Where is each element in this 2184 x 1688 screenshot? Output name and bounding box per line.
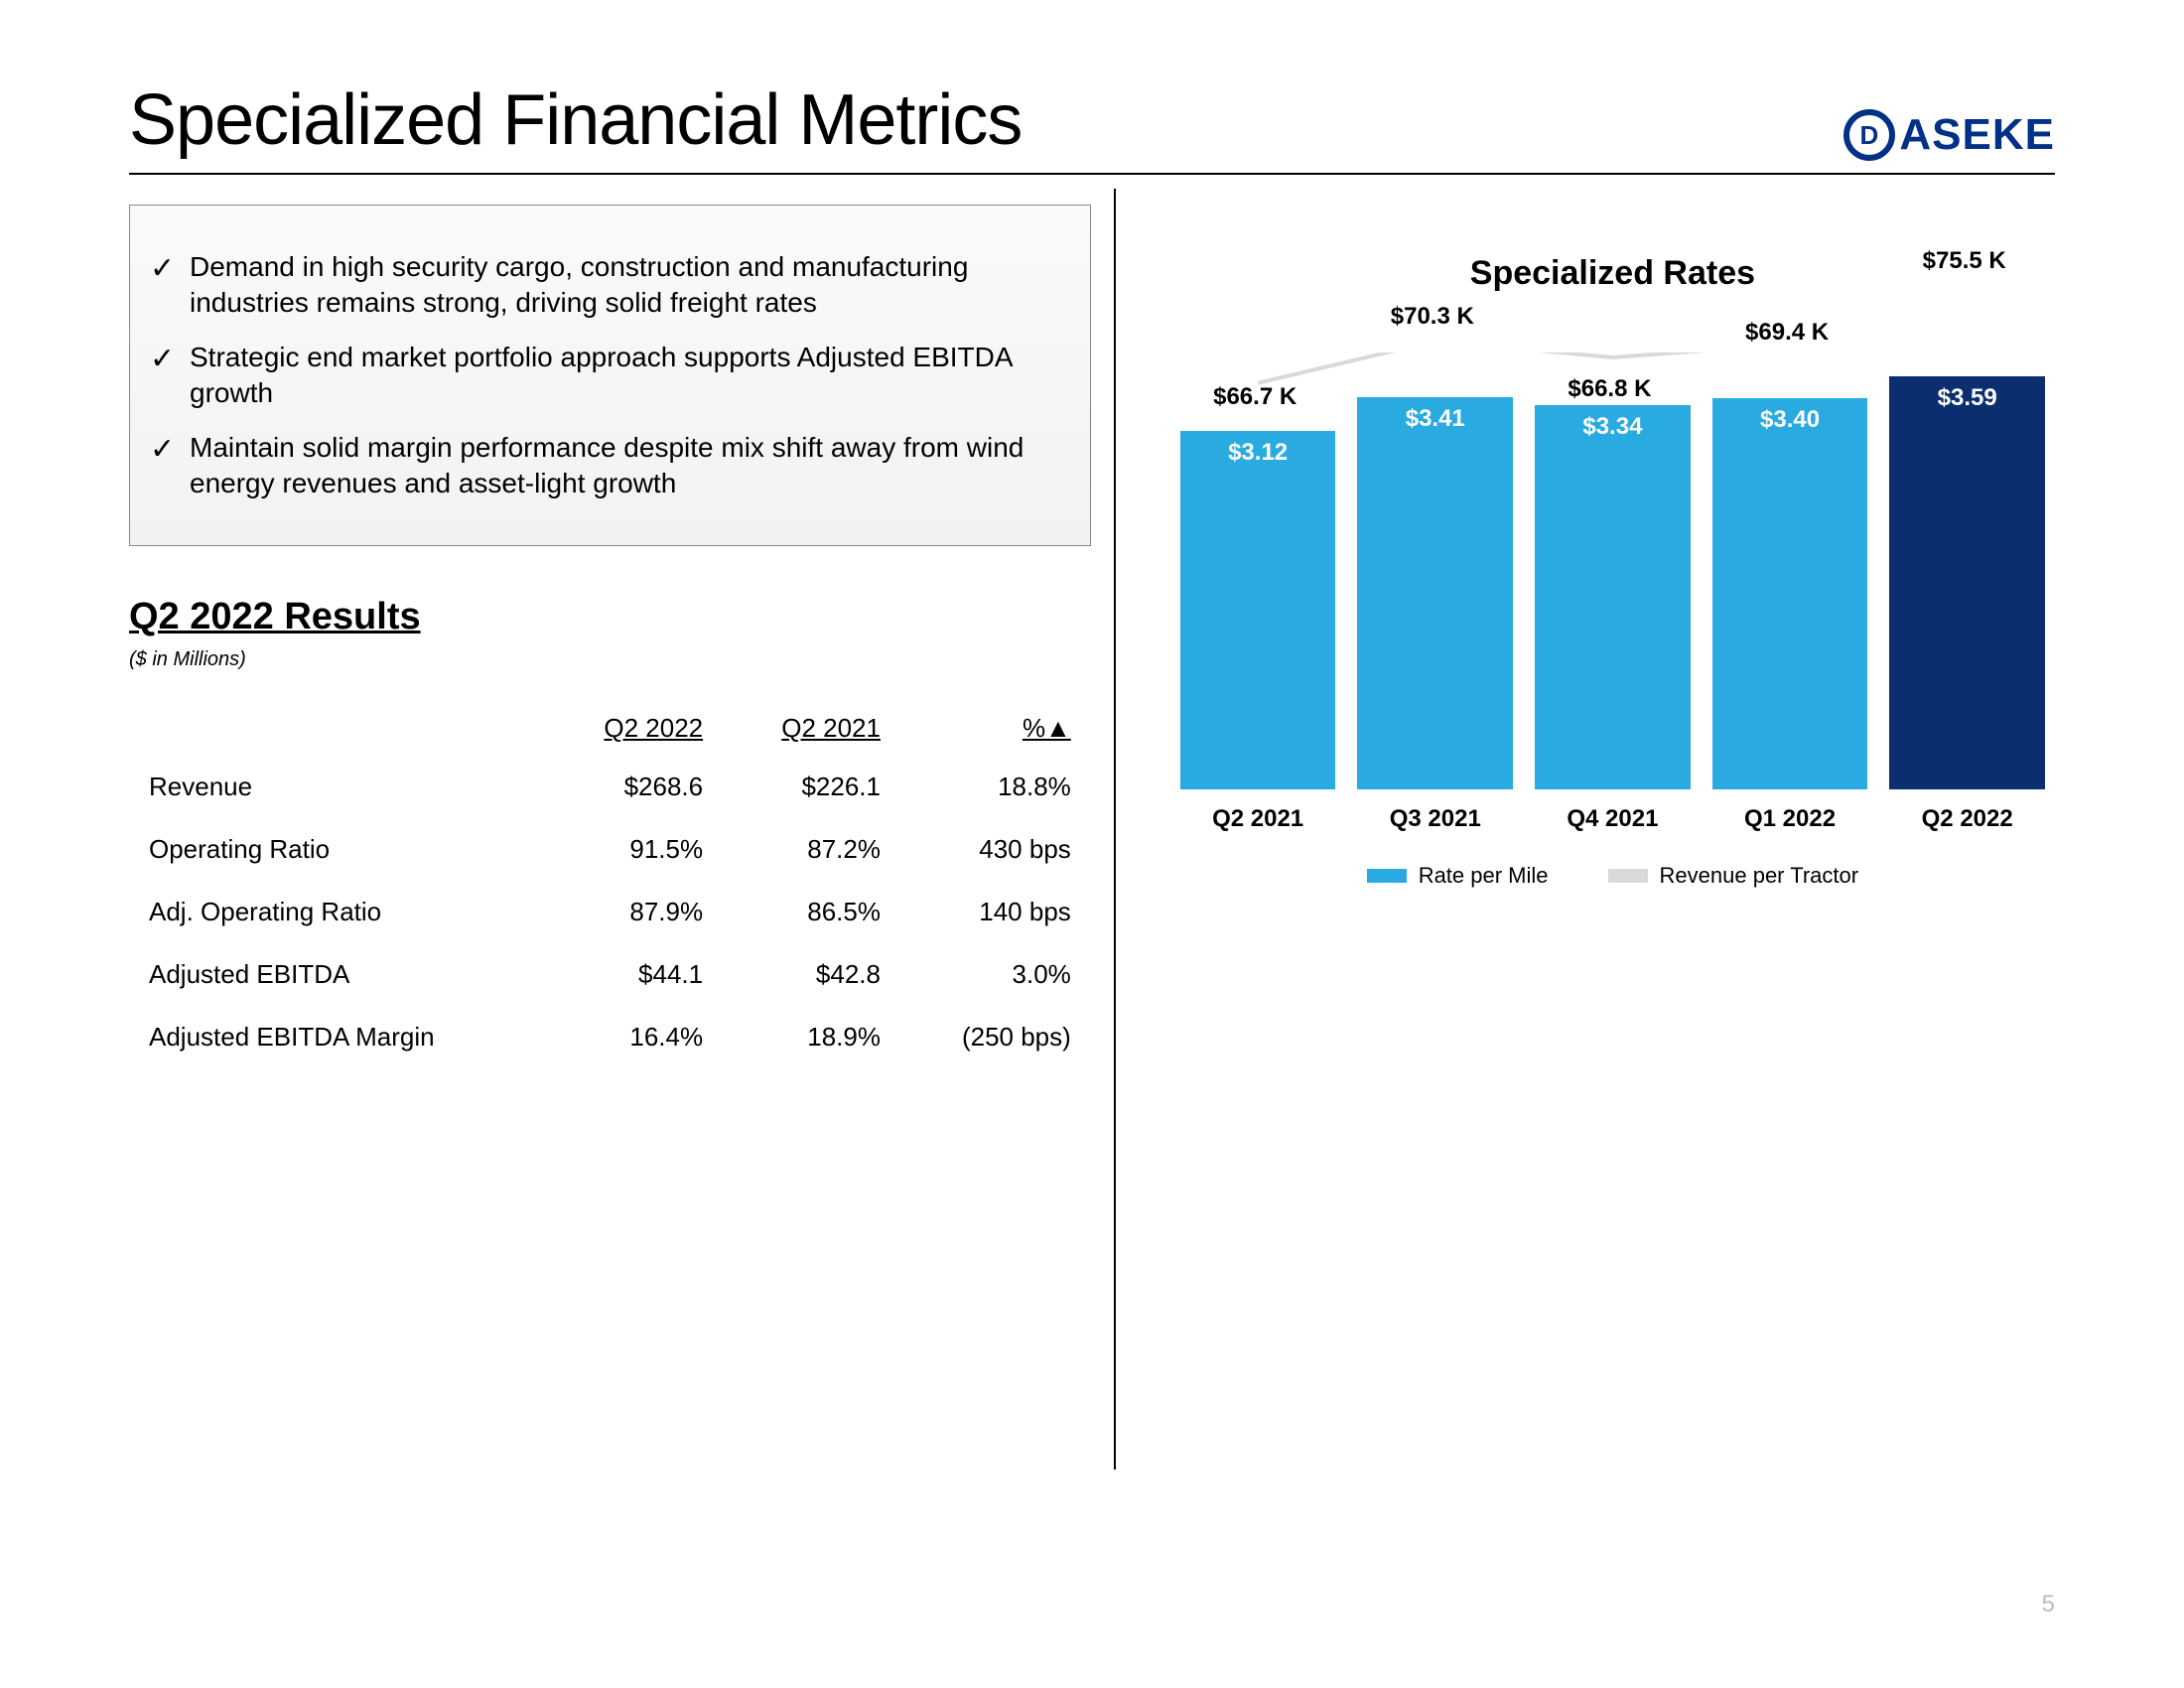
check-icon: ✓ (150, 340, 190, 378)
results-title: Q2 2022 Results (129, 596, 1091, 638)
bar: $3.12 (1180, 431, 1336, 789)
bar-value-label: $3.59 (1938, 376, 1997, 412)
table-cell: 87.9% (545, 881, 723, 943)
highlights-box: ✓ Demand in high security cargo, constru… (129, 205, 1091, 546)
table-cell: $226.1 (723, 756, 900, 818)
x-axis-label: Q3 2021 (1357, 805, 1513, 833)
bullet-item: ✓ Maintain solid margin performance desp… (150, 430, 1060, 502)
legend-rate-per-mile: Rate per Mile (1367, 863, 1549, 889)
table-row: Operating Ratio91.5%87.2%430 bps (129, 818, 1091, 881)
line-value-label: $69.4 K (1745, 319, 1829, 347)
specialized-rates-chart: $3.12$3.41$3.34$3.40$3.59$66.7 K$70.3 K$… (1170, 352, 2055, 789)
table-cell: 18.8% (900, 756, 1091, 818)
bar-group: $3.59 (1889, 376, 2045, 789)
table-cell: $44.1 (545, 943, 723, 1006)
table-cell: 16.4% (545, 1006, 723, 1068)
bar-value-label: $3.12 (1228, 431, 1288, 467)
table-cell: Adj. Operating Ratio (129, 881, 545, 943)
content-row: ✓ Demand in high security cargo, constru… (129, 205, 2055, 1068)
results-subtitle: ($ in Millions) (129, 648, 1091, 671)
table-cell: Revenue (129, 756, 545, 818)
bar-value-label: $3.40 (1760, 398, 1820, 434)
bar-group: $3.34 (1535, 405, 1691, 789)
logo-d-icon (1843, 109, 1895, 161)
legend-revenue-per-tractor: Revenue per Tractor (1608, 863, 1859, 889)
logo-text: ASEKE (1899, 110, 2055, 160)
bar-value-label: $3.41 (1406, 397, 1465, 433)
x-axis-label: Q2 2022 (1889, 805, 2045, 833)
table-cell: 18.9% (723, 1006, 900, 1068)
table-row: Revenue$268.6$226.118.8% (129, 756, 1091, 818)
bar-group: $3.41 (1357, 397, 1513, 789)
line-value-label: $66.8 K (1568, 375, 1651, 403)
table-cell: Adjusted EBITDA (129, 943, 545, 1006)
vertical-divider (1114, 189, 1116, 1470)
x-axis-label: Q1 2022 (1712, 805, 1868, 833)
bar: $3.59 (1889, 376, 2045, 789)
x-axis-label: Q2 2021 (1180, 805, 1336, 833)
bar-group: $3.40 (1712, 398, 1868, 789)
table-cell: (250 bps) (900, 1006, 1091, 1068)
table-cell: 140 bps (900, 881, 1091, 943)
results-section: Q2 2022 Results ($ in Millions) Q2 2022 … (129, 596, 1091, 1068)
table-cell: 3.0% (900, 943, 1091, 1006)
bullet-item: ✓ Demand in high security cargo, constru… (150, 249, 1060, 322)
x-axis-label: Q4 2021 (1535, 805, 1691, 833)
page-number: 5 (2042, 1591, 2055, 1618)
legend-label: Rate per Mile (1419, 863, 1549, 889)
table-cell: 430 bps (900, 818, 1091, 881)
line-value-label: $75.5 K (1923, 247, 2006, 275)
table-cell: $268.6 (545, 756, 723, 818)
table-header-cell: Q2 2021 (723, 701, 900, 756)
bar-group: $3.12 (1180, 431, 1336, 789)
table-header-cell: %▲ (900, 701, 1091, 756)
table-row: Adjusted EBITDA$44.1$42.83.0% (129, 943, 1091, 1006)
right-column: Specialized Rates $3.12$3.41$3.34$3.40$3… (1131, 205, 2055, 1068)
bar: $3.41 (1357, 397, 1513, 789)
legend-swatch-icon (1608, 869, 1648, 883)
results-table: Q2 2022 Q2 2021 %▲ Revenue$268.6$226.118… (129, 701, 1091, 1068)
legend-swatch-icon (1367, 869, 1407, 883)
page-title: Specialized Financial Metrics (129, 79, 1022, 161)
bullet-text: Strategic end market portfolio approach … (190, 340, 1060, 412)
slide-container: Specialized Financial Metrics ASEKE ✓ De… (0, 0, 2184, 1688)
company-logo: ASEKE (1843, 109, 2055, 161)
bar-value-label: $3.34 (1582, 405, 1642, 441)
chart-legend: Rate per Mile Revenue per Tractor (1170, 863, 2055, 889)
header: Specialized Financial Metrics ASEKE (129, 79, 2055, 175)
bar: $3.40 (1712, 398, 1868, 789)
table-header-row: Q2 2022 Q2 2021 %▲ (129, 701, 1091, 756)
table-cell: Operating Ratio (129, 818, 545, 881)
check-icon: ✓ (150, 430, 190, 469)
table-row: Adj. Operating Ratio87.9%86.5%140 bps (129, 881, 1091, 943)
table-cell: Adjusted EBITDA Margin (129, 1006, 545, 1068)
bullet-text: Demand in high security cargo, construct… (190, 249, 1060, 322)
table-cell: 87.2% (723, 818, 900, 881)
table-header-cell (129, 701, 545, 756)
table-cell: 86.5% (723, 881, 900, 943)
bullet-item: ✓ Strategic end market portfolio approac… (150, 340, 1060, 412)
table-header-cell: Q2 2022 (545, 701, 723, 756)
chart-x-axis: Q2 2021 Q3 2021 Q4 2021 Q1 2022 Q2 2022 (1170, 789, 2055, 833)
legend-label: Revenue per Tractor (1660, 863, 1859, 889)
line-value-label: $70.3 K (1391, 303, 1474, 331)
check-icon: ✓ (150, 249, 190, 288)
bullet-text: Maintain solid margin performance despit… (190, 430, 1060, 502)
left-column: ✓ Demand in high security cargo, constru… (129, 205, 1131, 1068)
line-value-label: $66.7 K (1213, 383, 1297, 411)
table-row: Adjusted EBITDA Margin16.4%18.9%(250 bps… (129, 1006, 1091, 1068)
table-cell: $42.8 (723, 943, 900, 1006)
table-cell: 91.5% (545, 818, 723, 881)
bar: $3.34 (1535, 405, 1691, 789)
